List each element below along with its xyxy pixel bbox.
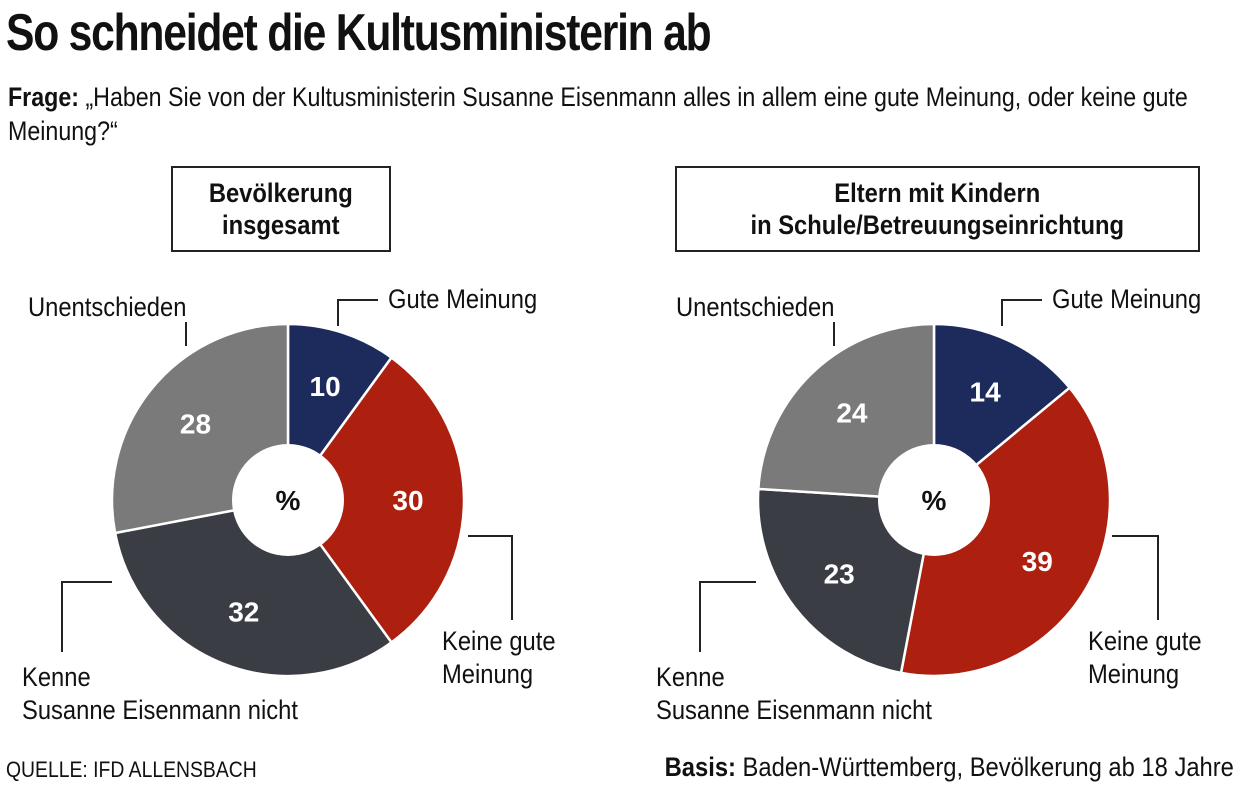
donut-hole-2: [878, 444, 990, 556]
center-label-2: %: [922, 485, 947, 516]
question-body: „Haben Sie von der Kultusministerin Susa…: [8, 82, 1188, 146]
panel-title-box-1: Bevölkerung insgesamt: [171, 166, 391, 252]
leader-line-2-3: [699, 581, 756, 652]
panel-title-1: Bevölkerung insgesamt: [209, 178, 353, 240]
pie-value-label-2-3: 23: [824, 559, 855, 590]
leader-line-1-1: [337, 299, 378, 326]
category-label-2-1: Gute Meinung: [1052, 285, 1201, 315]
pie-value-label-2-2: 39: [1022, 546, 1053, 577]
pie-slice-2-3: [756, 487, 936, 675]
pie-slice-1-2: [286, 355, 466, 645]
pie-value-label-1-1: 10: [310, 371, 341, 402]
panel-title-2: Eltern mit Kindern in Schule/Betreuungsei…: [750, 178, 1125, 240]
pie-slice-2-4: [757, 322, 936, 502]
source-note: QUELLE: IFD ALLENSBACH: [6, 757, 257, 782]
question-text: Frage: „Haben Sie von der Kultusminister…: [8, 80, 1229, 148]
category-label-1-3: Kenne Susanne Eisenmann nicht: [22, 663, 298, 726]
pie-slice-2-2: [899, 386, 1112, 678]
basis-note: Basis: Baden-Württemberg, Bevölkerung ab…: [665, 752, 1234, 783]
category-label-1-2: Keine gute Meinung: [442, 627, 556, 690]
pie-slice-1-3: [113, 498, 394, 678]
basis-label: Basis:: [664, 752, 737, 782]
category-label-2-3: Kenne Susanne Eisenmann nicht: [656, 663, 932, 726]
category-label-1-4: Unentschieden: [28, 293, 186, 323]
donut-hole-1: [232, 444, 344, 556]
panel-title-box-2: Eltern mit Kindern in Schule/Betreuungsei…: [675, 166, 1200, 252]
pie-value-label-2-1: 14: [970, 376, 1002, 407]
category-label-1-1: Gute Meinung: [388, 285, 537, 315]
pie-value-label-1-2: 30: [392, 485, 423, 516]
basis-text: Baden-Württemberg, Bevölkerung ab 18 Jah…: [742, 752, 1234, 782]
leader-line-1-2: [468, 535, 513, 620]
category-label-2-2: Keine gute Meinung: [1088, 627, 1202, 690]
pie-value-label-1-3: 32: [228, 597, 259, 628]
leader-line-1-3: [61, 581, 112, 652]
center-label-1: %: [276, 485, 301, 516]
pie-value-label-2-4: 24: [836, 398, 868, 429]
leader-line-2-1: [1001, 299, 1042, 326]
category-label-2-4: Unentschieden: [676, 293, 834, 323]
question-label: Frage:: [8, 82, 79, 112]
leader-line-2-2: [1112, 535, 1159, 620]
pie-value-label-1-4: 28: [180, 409, 211, 440]
chart-title: So schneidet die Kultusministerin ab: [6, 4, 712, 62]
